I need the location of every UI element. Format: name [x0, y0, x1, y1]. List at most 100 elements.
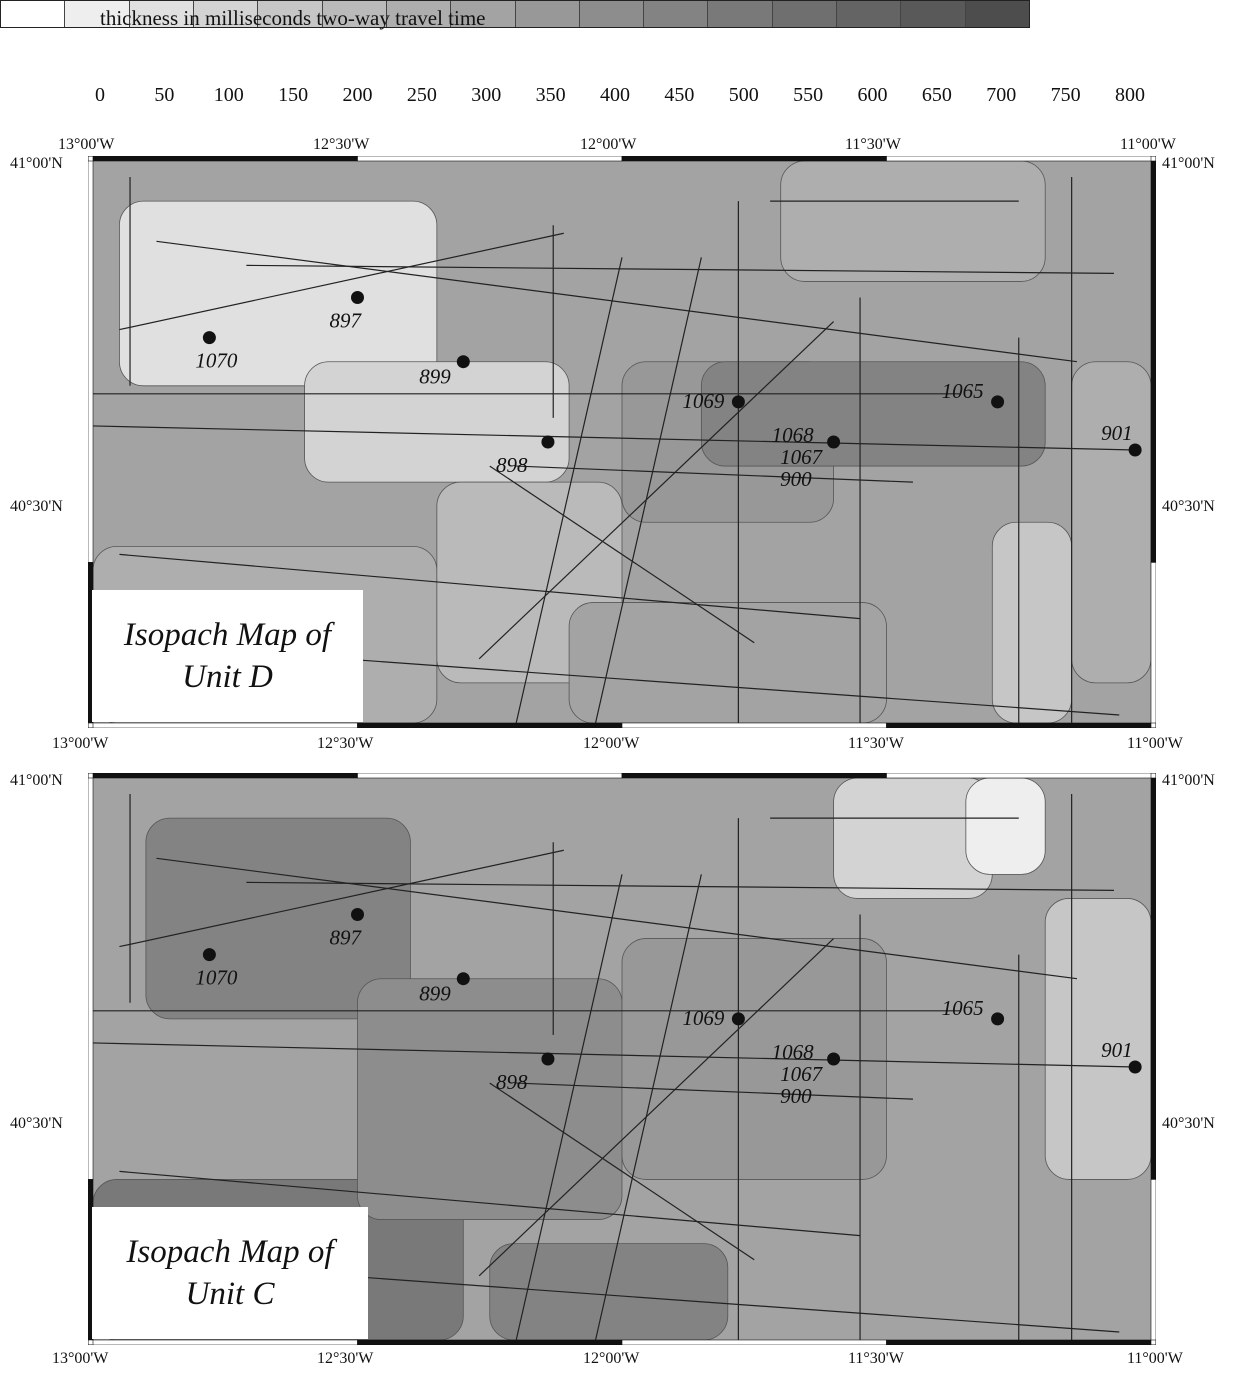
colorbar-swatch-2: [129, 1, 194, 27]
colorbar-swatch-10: [644, 1, 709, 27]
map-c-thickness-zone-6: [1044, 898, 1152, 1180]
colorbar-tick-400: 400: [600, 84, 630, 106]
map-d-thickness-zone-1: [119, 200, 438, 387]
map-c-site-label-1065: 1065: [942, 996, 984, 1020]
colorbar-tick-650: 650: [921, 84, 952, 106]
map-d-frame-bar-bottom-0: [92, 722, 358, 728]
map-c-thickness-zone-3: [621, 938, 887, 1180]
colorbar-swatch-6: [386, 1, 452, 27]
map-c-frame-bar-right-1: [1150, 1179, 1156, 1341]
map-c-site-marker-899: [456, 972, 470, 986]
map-c-frame-bar-top-2: [621, 773, 887, 779]
map-c-site-label-1070: 1070: [195, 966, 238, 990]
map-c-lat-label-left-mid: 40°30'N: [10, 1115, 63, 1132]
map-c-site-marker-901: [1128, 1060, 1142, 1074]
map-c-lon-label-bottom-0: 13°00'W: [52, 1350, 109, 1367]
colorbar-swatch-12: [772, 1, 838, 27]
map-c-site-label-901: 901: [1101, 1038, 1133, 1062]
colorbar-swatch-7: [451, 1, 516, 27]
map-d-ship-track-1: [246, 264, 1114, 274]
map-d-ship-track-15: [594, 257, 702, 724]
map-c-frame-bar-bottom-3: [886, 1339, 1152, 1345]
map-c-site-marker-1070: [202, 948, 216, 962]
map-d-ship-track-0: [119, 232, 564, 331]
map-title-unit-d-line1: Isopach Map of: [123, 617, 332, 653]
map-d-frame-bar-bottom-2: [621, 722, 887, 728]
map-d-ship-track-16: [478, 321, 835, 660]
colorbar-swatch-13: [837, 1, 902, 27]
map-title-unit-c: Isopach Map of Unit C: [92, 1207, 368, 1339]
colorbar-tick-600: 600: [857, 84, 888, 106]
map-c-ship-track-6: [119, 1170, 861, 1237]
map-d-thickness-zone-6: [780, 160, 1046, 282]
colorbar-swatch-14: [901, 1, 966, 27]
map-c-ship-track-16: [478, 938, 835, 1277]
map-c-ship-track-5: [516, 1082, 913, 1100]
map-c-site-marker-897: [351, 907, 364, 921]
map-c-ship-track-1: [246, 881, 1114, 891]
map-d-lon-label-bottom-2: 12°00'W: [583, 735, 640, 752]
map-d-thickness-zone-9: [568, 602, 887, 724]
map-d-lon-label-bottom-1: 12°30'W: [317, 735, 374, 752]
map-d-lon-label-bottom-0: 13°00'W: [52, 735, 109, 752]
map-c-frame-bar-left-0: [88, 777, 94, 1180]
map-d-site-label-899: 899: [419, 365, 451, 389]
colorbar-tick-250: 250: [406, 84, 437, 106]
map-d-site-marker-1068: [827, 435, 841, 449]
map-d-thickness-zone-5: [700, 361, 1046, 467]
map-c-site-label-1068: 1068: [772, 1040, 815, 1064]
map-c-thickness-zone-1: [145, 817, 411, 1020]
map-d-lon-label-top-4: 11°00'W: [1120, 136, 1176, 153]
map-c-ship-track-14: [515, 874, 623, 1341]
map-c-ship-track-17: [489, 1082, 755, 1261]
map-d-site-marker-1069: [731, 395, 745, 409]
map-d-site-label-1070: 1070: [195, 349, 238, 373]
map-c-site-marker-1069: [731, 1012, 745, 1026]
map-d-site-marker-1070: [202, 331, 216, 345]
map-c-frame-bar-right-0: [1150, 777, 1156, 1180]
map-d-site-label-1067: 1067: [780, 445, 824, 469]
map-c-ship-track-0: [119, 849, 564, 948]
map-c-site-label-897: 897: [330, 925, 363, 949]
colorbar-swatch-1: [65, 1, 130, 27]
colorbar-swatch-8: [515, 1, 580, 27]
map-d-thickness-zone-7: [991, 521, 1073, 724]
map-d-frame-bar-top-2: [621, 156, 887, 162]
map-d-site-label-901: 901: [1101, 421, 1133, 445]
map-c-site-label-898: 898: [496, 1070, 528, 1094]
map-d-lat-label-right-top: 41°00'N: [1162, 155, 1215, 172]
map-c-lon-label-bottom-1: 12°30'W: [317, 1350, 374, 1367]
map-d-ship-track-4: [92, 425, 1136, 451]
map-d-lon-label-bottom-3: 11°30'W: [848, 735, 904, 752]
map-d-lon-label-top-1: 12°30'W: [313, 136, 370, 153]
colorbar-swatch-0: [1, 1, 66, 27]
colorbar-tick-800: 800: [1115, 84, 1145, 106]
map-c-frame-bar-top-1: [357, 773, 623, 779]
map-title-unit-d-line2: Unit D: [182, 659, 273, 695]
colorbar-tick-750: 750: [1050, 84, 1081, 106]
colorbar-tick-0: 0: [95, 84, 105, 106]
map-d-site-marker-897: [351, 290, 364, 304]
map-d-frame-bar-top-1: [357, 156, 623, 162]
map-d-ship-track-5: [516, 465, 913, 483]
map-c-thickness-zone-2: [357, 978, 623, 1220]
map-d-lon-label-top-2: 12°00'W: [580, 136, 637, 153]
map-c-lon-label-bottom-4: 11°00'W: [1127, 1350, 1183, 1367]
map-d-lat-label-right-mid: 40°30'N: [1162, 498, 1215, 515]
map-c-lat-label-right-mid: 40°30'N: [1162, 1115, 1215, 1132]
map-title-unit-c-line1: Isopach Map of: [126, 1234, 334, 1270]
colorbar-tick-700: 700: [986, 84, 1017, 106]
colorbar-tick-500: 500: [728, 84, 759, 106]
map-d-frame-bar-left-0: [88, 160, 94, 563]
colorbar-swatch-9: [579, 1, 645, 27]
map-d-frame-bar-bottom-3: [886, 722, 1152, 728]
map-c-site-marker-898: [541, 1052, 555, 1066]
map-title-unit-c-line2: Unit C: [185, 1276, 275, 1312]
map-c-thickness-zone-5: [965, 777, 1046, 875]
colorbar-swatch-4: [258, 1, 323, 27]
map-c-site-label-1067: 1067: [780, 1062, 824, 1086]
map-d-frame-bar-top-0: [92, 156, 358, 162]
map-c-site-label-899: 899: [419, 982, 451, 1006]
map-c-frame-bar-top-0: [92, 773, 358, 779]
map-c-frame-bar-top-3: [886, 773, 1152, 779]
